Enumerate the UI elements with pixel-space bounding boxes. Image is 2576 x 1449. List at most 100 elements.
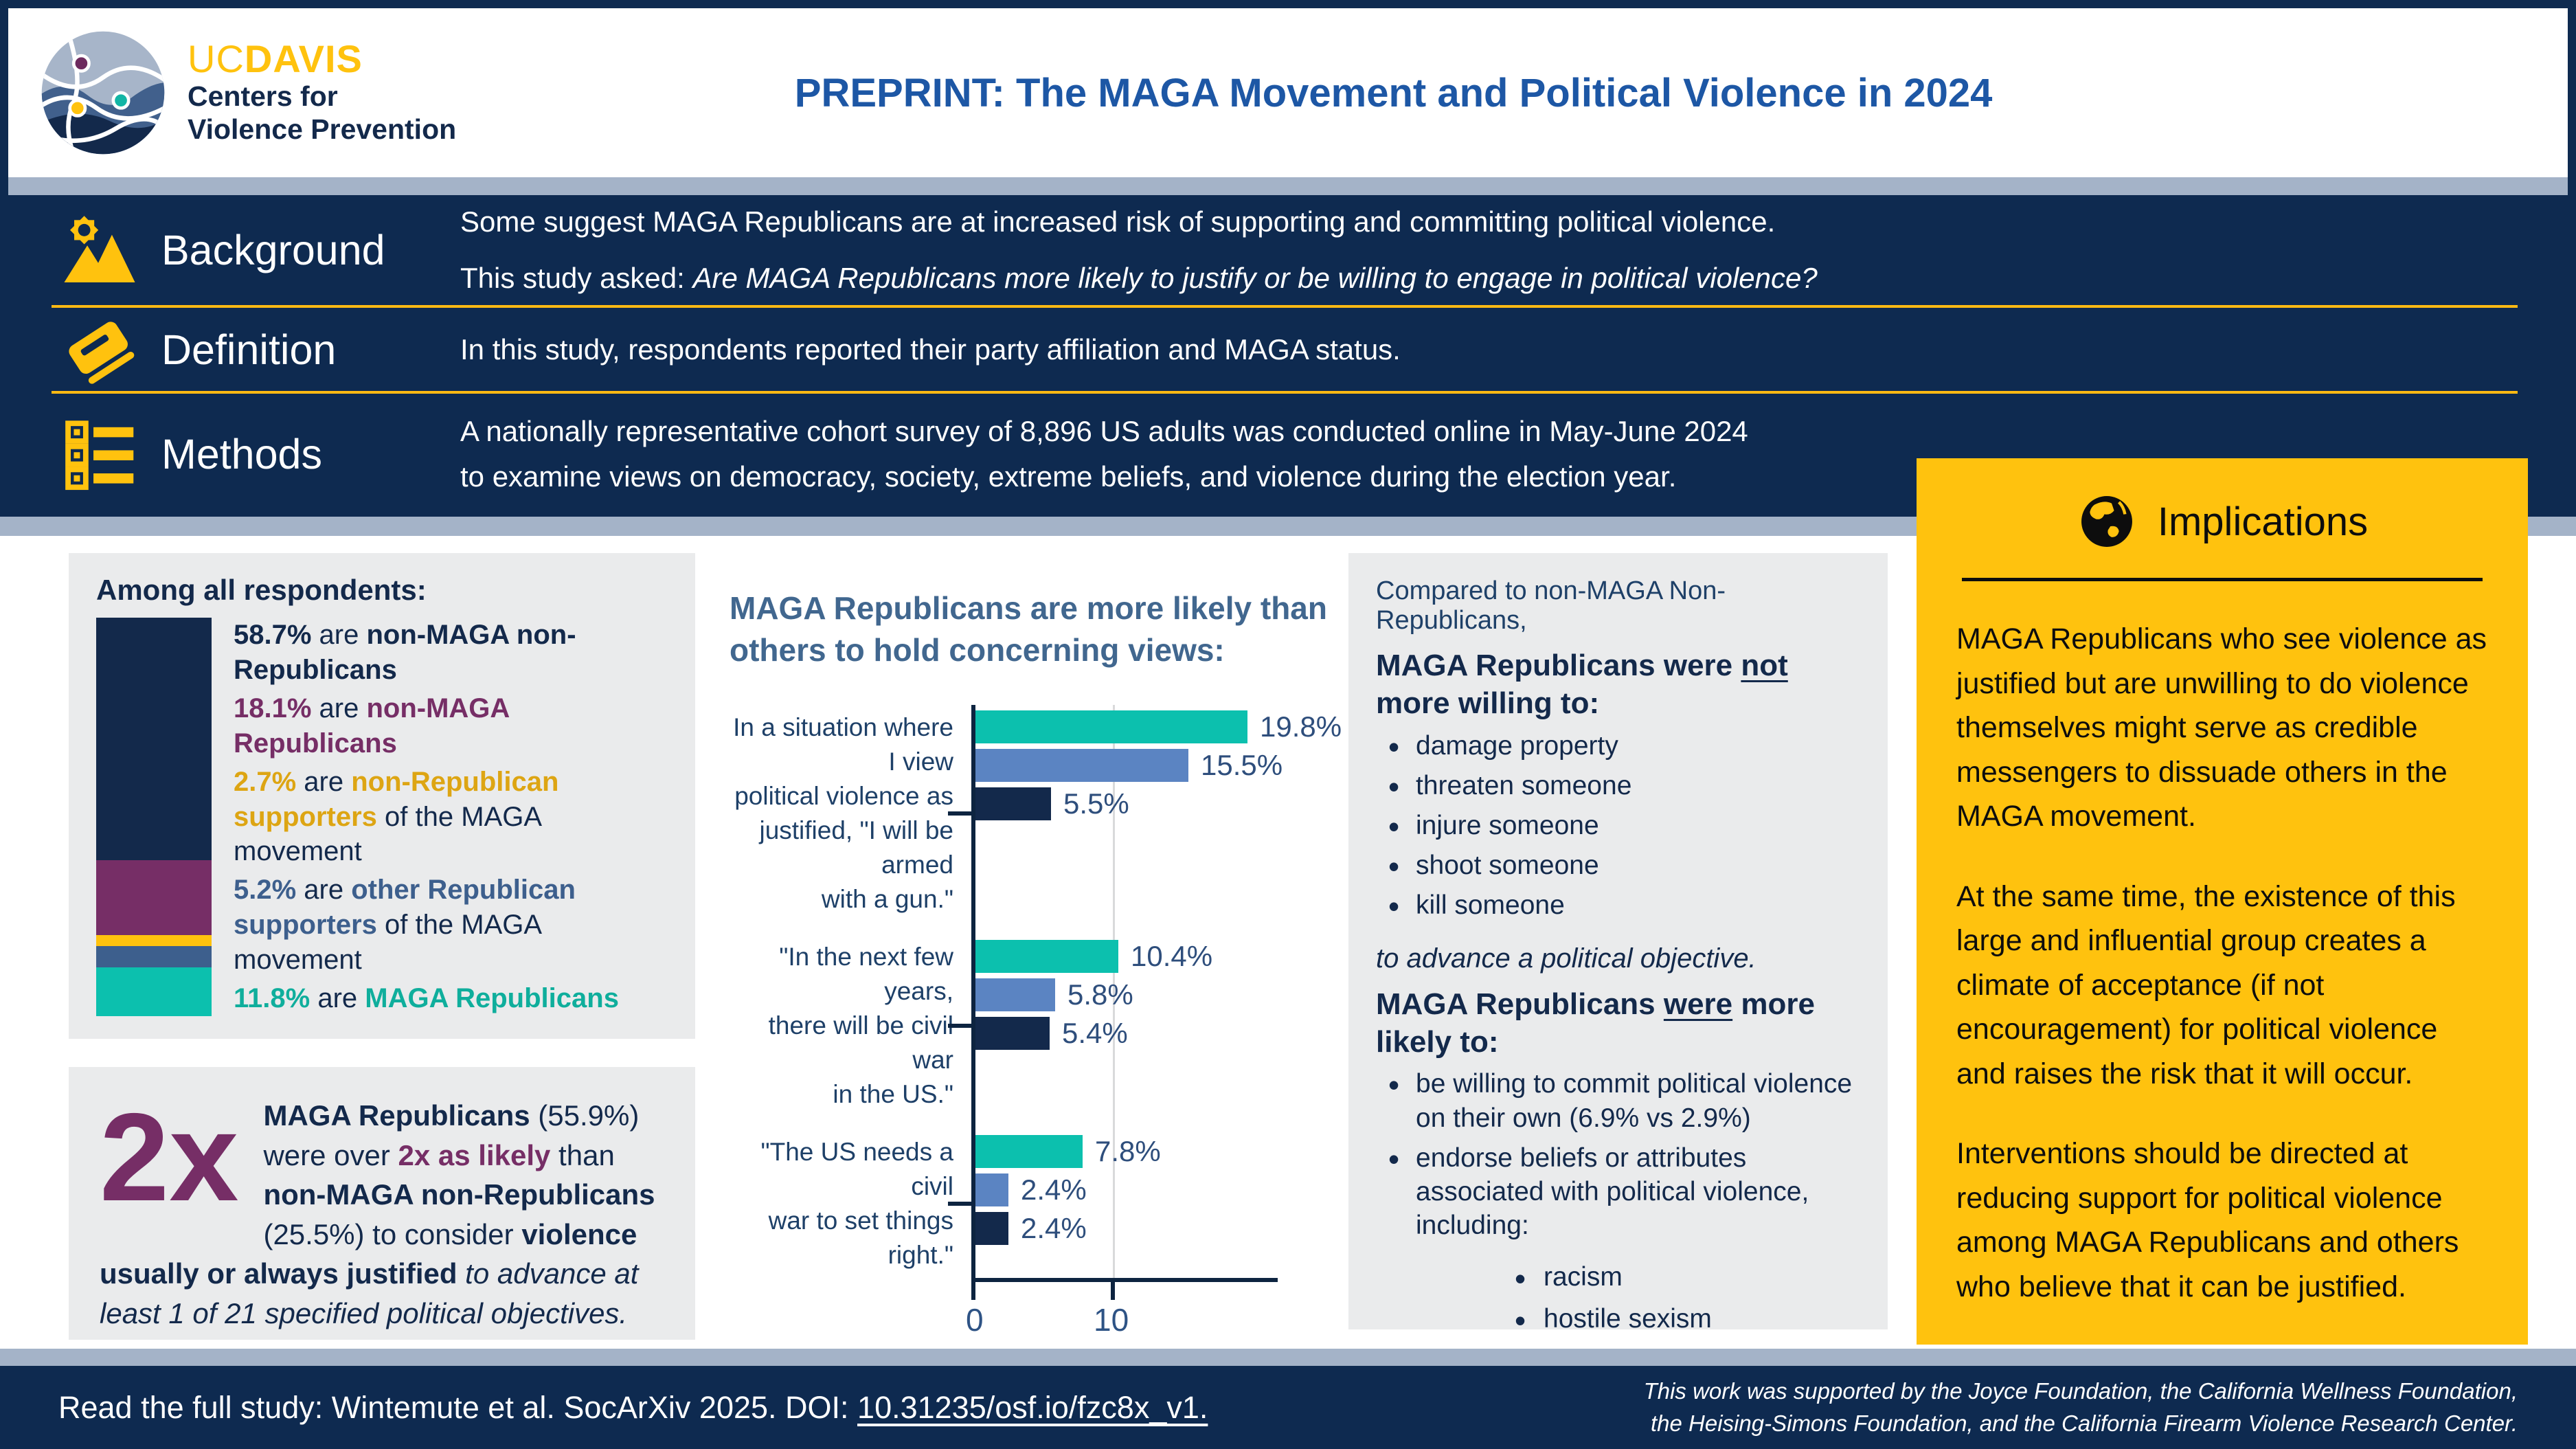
stat-label: other Republican supporters: [234, 875, 576, 941]
stat-pct: 58.7%: [234, 620, 312, 650]
text-segment: violence usually or always justified: [100, 1217, 637, 1290]
methods-line2: to examine views on democracy, society, …: [460, 460, 1677, 493]
implications-paragraph: MAGA Republicans who see violence as jus…: [1956, 622, 2487, 833]
text-segment: to advance at least 1 of 21 specified po…: [100, 1257, 639, 1329]
label-line: In a situation where I view: [733, 713, 953, 776]
page-title: PREPRINT: The MAGA Movement and Politica…: [794, 70, 1993, 115]
list-item: hostile sexism: [1505, 1301, 1860, 1341]
text-segment: than: [550, 1138, 615, 1171]
checklist-icon: [56, 416, 142, 493]
bar-maga-republicans: [975, 940, 1118, 974]
header: UCDAVIS Centers for Violence Prevention …: [8, 8, 2568, 177]
category-label: In a situation where I view political vi…: [730, 710, 971, 917]
definition-line1: In this study, respondents reported thei…: [460, 333, 1401, 366]
heading-segment: more willing to:: [1376, 686, 1600, 721]
two-x-panel: 2x MAGA Republicans (55.9%) were over 2x…: [69, 1067, 695, 1340]
bar-row: 2.4%: [975, 1173, 1161, 1206]
stacked-segment-non-maga-non-republicans: [96, 618, 212, 860]
list-item: 2.7% are non-Republican supporters of th…: [234, 765, 668, 869]
chart-group-armed-with-gun: In a situation where I view political vi…: [730, 710, 1348, 917]
list-item: racism: [1505, 1259, 1860, 1299]
book-icon: [56, 311, 142, 388]
stat-mid: are: [311, 620, 367, 650]
stat-mid: are: [311, 693, 367, 723]
bar-row: 7.8%: [975, 1134, 1161, 1168]
text-segment: non-MAGA non-Republicans: [263, 1178, 655, 1211]
footer: Read the full study: Wintemute et al. So…: [0, 1366, 2576, 1449]
not-willing-list: damage property threaten someone injure …: [1376, 728, 1860, 928]
stacked-segment-non-republican-supporters: [96, 934, 212, 946]
stacked-segment-other-republican-supporters: [96, 945, 212, 968]
list-item: 5.2% are other Republican supporters of …: [234, 873, 668, 977]
heading-segment: MAGA Republicans were: [1376, 649, 1741, 682]
bar-maga-republicans: [975, 1134, 1083, 1168]
bar-value: 5.8%: [1067, 978, 1133, 1011]
background-row: Background Some suggest MAGA Republicans…: [0, 195, 2576, 305]
bar-other-republicans: [975, 1173, 1008, 1206]
logo-org-line1: Centers for: [188, 80, 338, 113]
bar-value: 5.5%: [1063, 787, 1129, 820]
bar-non-maga-non-republicans: [975, 1017, 1050, 1051]
methods-line1: A nationally representative cohort surve…: [460, 414, 1748, 447]
label-line: war to set things right.": [768, 1206, 953, 1269]
x-tick-0: [971, 1281, 975, 1300]
category-label: "In the next few years, there will be ci…: [730, 940, 971, 1112]
bar-non-maga-non-republicans: [975, 1211, 1008, 1245]
text-segment: MAGA Republicans: [263, 1099, 530, 1132]
bar-chart: In a situation where I view political vi…: [730, 705, 1348, 1281]
heading-segment: more likely to:: [1376, 987, 1815, 1059]
respondents-heading: Among all respondents:: [96, 574, 427, 606]
bar-other-republicans: [975, 749, 1188, 783]
bar-row: 19.8%: [975, 710, 1342, 744]
methods-text: A nationally representative cohort surve…: [460, 411, 2109, 497]
globe-network-logo-icon: [41, 31, 165, 155]
logo-uc: UC: [188, 37, 245, 81]
text-segment: (25.5%) to consider: [263, 1217, 522, 1250]
yellow-divider-2: [52, 391, 2518, 394]
label-line: in the US.": [833, 1079, 953, 1108]
y-axis-line: [971, 705, 975, 1281]
bar-row: 5.8%: [975, 978, 1212, 1012]
stat-mid: are: [296, 766, 352, 797]
title-wrap: PREPRINT: The MAGA Movement and Politica…: [456, 70, 2537, 116]
definition-heading: Definition: [161, 326, 337, 373]
background-line1: Some suggest MAGA Republicans are at inc…: [460, 205, 1776, 238]
bar-row: 2.4%: [975, 1211, 1161, 1245]
group-bars: 19.8% 15.5% 5.5%: [971, 710, 1342, 917]
definition-text: In this study, respondents reported thei…: [460, 329, 2109, 370]
implications-heading: Implications: [2157, 499, 2369, 544]
funding-line: This work was supported by the Joyce Fou…: [1643, 1378, 2518, 1404]
x-axis-line: [971, 1277, 1278, 1300]
comparison-intro: Compared to non-MAGA Non-Republicans,: [1376, 576, 1726, 635]
logo-davis: DAVIS: [244, 37, 363, 81]
stat-rest: of the MAGA movement: [234, 801, 541, 867]
stat-label: non-Republican supporters: [234, 766, 559, 832]
stacked-segment-non-maga-republicans: [96, 860, 212, 935]
stacked-segment-maga-republicans: [96, 967, 212, 1016]
bar-value: 10.4%: [1131, 940, 1213, 973]
heading-underline: were: [1663, 987, 1733, 1021]
bar-row: 5.5%: [975, 787, 1342, 821]
doi-link[interactable]: 10.31235/osf.io/fzc8x_v1.: [857, 1389, 1208, 1425]
more-likely-heading: MAGA Republicans were more likely to:: [1376, 985, 1860, 1062]
bar-value: 7.8%: [1095, 1134, 1161, 1167]
implications-body: MAGA Republicans who see violence as jus…: [1956, 617, 2488, 1309]
list-item: 58.7% are non-MAGA non-Republicans: [234, 618, 668, 688]
logo-ucdavis-wordmark: UCDAVIS: [188, 37, 456, 81]
tick-label-0: 0: [966, 1301, 984, 1338]
label-line: political violence as: [734, 782, 953, 811]
background-line2-prefix: This study asked:: [460, 262, 693, 294]
text-segment: 2x as likely: [398, 1138, 551, 1171]
logo-text: UCDAVIS Centers for Violence Prevention: [188, 37, 456, 146]
two-x-figure: 2x: [100, 1087, 239, 1227]
stat-mid: are: [296, 875, 352, 906]
stat-mid: are: [310, 983, 365, 1014]
x-tick-10: [1111, 1281, 1115, 1300]
gridline-10: [1113, 705, 1115, 1281]
bar-value: 15.5%: [1201, 749, 1283, 782]
bar-value: 5.4%: [1062, 1017, 1128, 1050]
text-segment: (55.9%) were over: [263, 1099, 640, 1171]
label-line: with a gun.": [821, 885, 953, 914]
main-content: Among all respondents: 58.7% are non-MAG…: [0, 536, 2576, 1425]
list-item: kill someone: [1376, 887, 1860, 927]
